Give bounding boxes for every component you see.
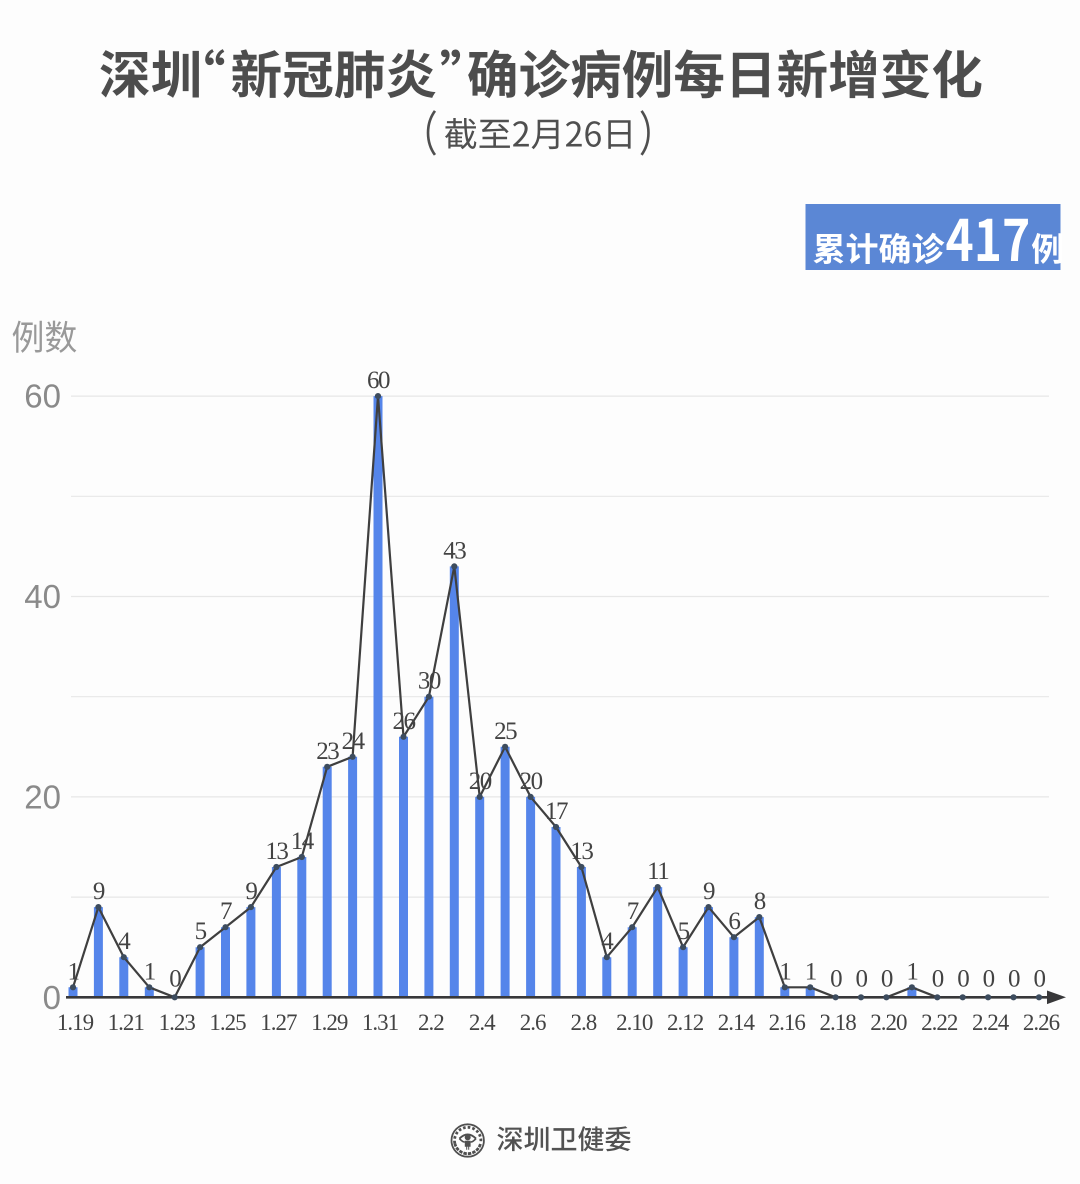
svg-text:2.20: 2.20 xyxy=(870,1010,907,1035)
svg-text:1.21: 1.21 xyxy=(108,1010,145,1035)
svg-text:6: 6 xyxy=(728,908,740,935)
svg-text:0: 0 xyxy=(932,965,944,992)
svg-text:2.24: 2.24 xyxy=(972,1010,1010,1035)
svg-text:2.18: 2.18 xyxy=(819,1010,856,1035)
svg-text:60: 60 xyxy=(367,367,390,394)
svg-text:2.22: 2.22 xyxy=(921,1010,958,1035)
svg-text:1.19: 1.19 xyxy=(57,1010,94,1035)
svg-text:13: 13 xyxy=(570,838,593,865)
svg-text:1: 1 xyxy=(779,958,790,985)
svg-text:0: 0 xyxy=(957,965,969,992)
svg-text:25: 25 xyxy=(494,718,517,745)
svg-text:7: 7 xyxy=(220,898,232,925)
svg-text:1: 1 xyxy=(906,958,917,985)
svg-text:1.29: 1.29 xyxy=(311,1010,348,1035)
svg-text:8: 8 xyxy=(754,888,766,915)
svg-text:13: 13 xyxy=(265,838,288,865)
svg-text:1: 1 xyxy=(68,958,79,985)
svg-text:2.14: 2.14 xyxy=(718,1010,756,1035)
svg-text:1.31: 1.31 xyxy=(362,1010,399,1035)
svg-text:11: 11 xyxy=(647,858,668,885)
svg-text:0: 0 xyxy=(881,965,893,992)
svg-text:1.27: 1.27 xyxy=(260,1010,297,1035)
svg-text:26: 26 xyxy=(393,708,416,735)
svg-text:9: 9 xyxy=(93,878,105,905)
svg-text:0: 0 xyxy=(169,965,181,992)
svg-text:0: 0 xyxy=(43,979,61,1016)
svg-text:5: 5 xyxy=(678,918,690,945)
svg-text:2.16: 2.16 xyxy=(769,1010,806,1035)
svg-text:40: 40 xyxy=(24,578,61,615)
svg-text:5: 5 xyxy=(195,918,207,945)
svg-text:2.6: 2.6 xyxy=(520,1010,546,1035)
svg-text:20: 20 xyxy=(24,778,61,815)
svg-text:14: 14 xyxy=(291,828,315,855)
svg-text:1: 1 xyxy=(144,958,155,985)
svg-text:1.25: 1.25 xyxy=(209,1010,246,1035)
svg-text:9: 9 xyxy=(245,878,257,905)
svg-text:24: 24 xyxy=(342,728,366,755)
svg-text:2.10: 2.10 xyxy=(616,1010,653,1035)
svg-text:0: 0 xyxy=(830,965,842,992)
svg-text:4: 4 xyxy=(118,928,131,955)
svg-text:0: 0 xyxy=(983,965,995,992)
svg-text:9: 9 xyxy=(703,878,715,905)
svg-text:20: 20 xyxy=(469,768,492,795)
svg-text:2.2: 2.2 xyxy=(418,1010,444,1035)
svg-text:43: 43 xyxy=(443,537,466,564)
svg-text:30: 30 xyxy=(418,668,441,695)
svg-text:0: 0 xyxy=(1008,965,1020,992)
svg-text:20: 20 xyxy=(520,768,543,795)
svg-text:4: 4 xyxy=(601,928,614,955)
svg-text:7: 7 xyxy=(627,898,639,925)
svg-text:0: 0 xyxy=(1034,965,1046,992)
svg-text:0: 0 xyxy=(856,965,868,992)
svg-text:1.23: 1.23 xyxy=(159,1010,196,1035)
svg-text:23: 23 xyxy=(316,738,339,765)
svg-text:17: 17 xyxy=(545,798,568,825)
svg-text:60: 60 xyxy=(24,378,61,415)
svg-text:1: 1 xyxy=(805,958,816,985)
svg-text:2.26: 2.26 xyxy=(1023,1010,1060,1035)
svg-text:2.12: 2.12 xyxy=(667,1010,704,1035)
svg-text:2.4: 2.4 xyxy=(469,1010,496,1035)
svg-text:2.8: 2.8 xyxy=(571,1010,597,1035)
